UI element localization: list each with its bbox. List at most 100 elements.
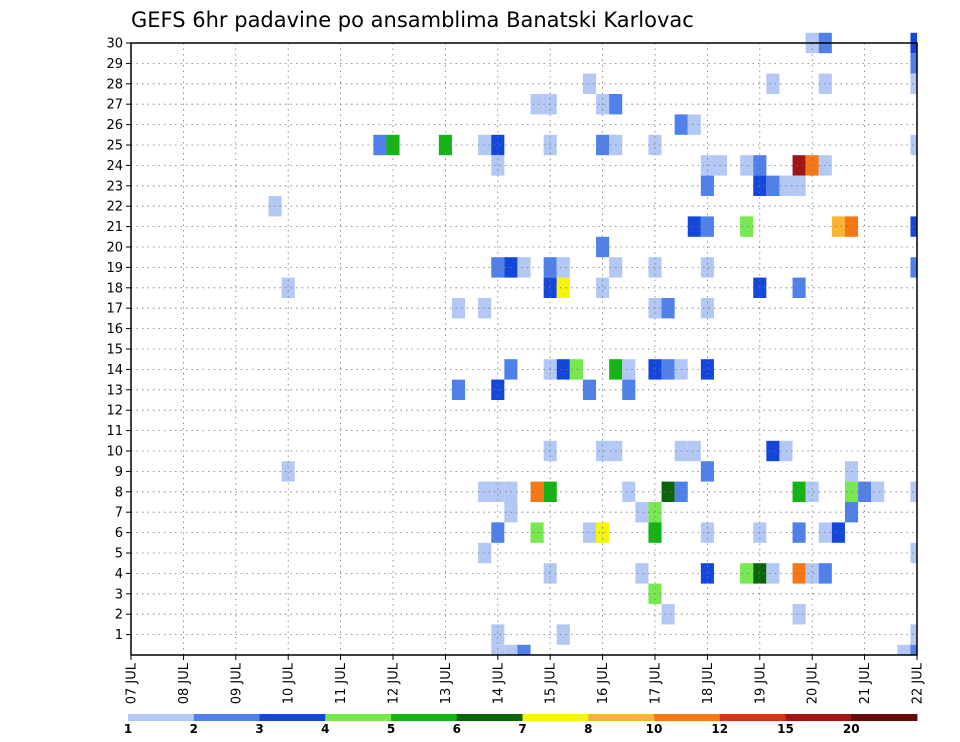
x-tick-label: 15 JUL: [544, 662, 559, 704]
x-tick-label: 13 JUL: [439, 662, 454, 704]
precip-cell: [910, 134, 917, 156]
x-tick-label: 09 JUL: [229, 662, 244, 704]
precip-cell: [386, 134, 400, 156]
y-tick-label: 9: [115, 465, 123, 480]
y-tick-label: 12: [106, 404, 123, 419]
x-tick-label: 11 JUL: [334, 662, 349, 704]
x-tick-label: 08 JUL: [177, 662, 192, 704]
precip-cell: [556, 257, 570, 278]
x-tick-label: 14 JUL: [491, 662, 506, 704]
precip-cell: [582, 522, 597, 543]
y-tick-label: 3: [115, 587, 123, 602]
precip-cell: [491, 134, 505, 156]
precip-cell: [700, 461, 714, 482]
precip-cell: [687, 216, 701, 237]
precip-cell: [740, 563, 754, 584]
precip-cell: [478, 542, 492, 564]
precip-cell: [661, 604, 675, 625]
precip-cell: [281, 461, 295, 482]
y-tick-label: 4: [115, 567, 123, 582]
precip-cell: [504, 644, 518, 655]
precip-cell: [635, 563, 649, 584]
precip-cell: [910, 53, 917, 74]
precip-cell: [491, 257, 505, 278]
precip-cell: [831, 216, 845, 237]
x-tick-label: 10 JUL: [282, 662, 297, 704]
precip-cell: [596, 277, 610, 298]
y-tick-label: 1: [115, 628, 123, 643]
legend-swatch: [851, 714, 918, 721]
precip-cell: [478, 134, 492, 156]
chart-title: GEFS 6hr padavine po ansamblima Banatski…: [131, 8, 694, 32]
precip-cell: [556, 359, 570, 380]
precip-cell: [596, 134, 610, 156]
legend-label: 1: [124, 722, 132, 736]
legend-label: 2: [190, 722, 198, 736]
precip-cell: [622, 379, 636, 400]
precip-cell: [635, 502, 649, 523]
y-tick-label: 30: [106, 37, 123, 52]
x-axis-ticks: 07 JUL 08 JUL 09 JUL 10 JUL 11 JUL 12 JUL 13 J…: [125, 655, 926, 704]
precip-cell: [831, 522, 845, 543]
precip-cell: [491, 481, 505, 502]
precip-cell: [478, 298, 492, 319]
grid-layer: [131, 43, 917, 655]
precip-cell: [569, 359, 583, 380]
y-tick-label: 7: [115, 506, 123, 521]
precip-cell: [740, 216, 754, 237]
precip-cell: [910, 73, 917, 94]
precip-cell: [805, 563, 819, 584]
y-axis-ticks: 1234567891011121314151617181920212223242…: [106, 37, 131, 643]
legend-label: 7: [518, 722, 526, 736]
precip-cell: [700, 563, 714, 584]
precip-cell: [530, 94, 544, 115]
precip-cell: [753, 175, 767, 196]
precip-cell: [792, 563, 806, 584]
precip-cell: [766, 440, 780, 462]
cells-layer: [268, 32, 917, 655]
precip-cell: [700, 216, 714, 237]
legend-label: 6: [453, 722, 461, 736]
y-tick-label: 16: [106, 322, 123, 337]
y-tick-label: 10: [106, 445, 123, 460]
precip-cell: [451, 379, 466, 400]
legend-swatch: [654, 714, 721, 721]
x-tick-label: 17 JUL: [649, 662, 664, 704]
precip-cell: [740, 155, 754, 176]
x-tick-label: 19 JUL: [753, 662, 768, 704]
legend-label: 10: [646, 722, 663, 736]
precip-cell: [910, 216, 917, 237]
y-tick-label: 6: [115, 526, 123, 541]
precip-cell: [556, 277, 570, 298]
precip-cell: [766, 73, 780, 94]
y-tick-label: 20: [106, 241, 123, 256]
legend-swatch: [719, 714, 786, 721]
precip-cell: [897, 644, 911, 655]
precip-cell: [281, 277, 295, 298]
precip-cell: [766, 175, 780, 196]
precip-cell: [805, 481, 819, 502]
precip-cell: [792, 175, 806, 196]
y-tick-label: 14: [106, 363, 123, 378]
y-tick-label: 24: [106, 159, 123, 174]
y-tick-label: 18: [106, 281, 123, 296]
y-tick-label: 2: [115, 608, 123, 623]
precip-cell: [530, 522, 544, 543]
precip-cell: [700, 175, 714, 196]
precip-cell: [753, 563, 767, 584]
precip-cell: [792, 522, 806, 543]
legend-label: 12: [711, 722, 728, 736]
y-tick-label: 21: [106, 220, 123, 235]
legend-label: 3: [255, 722, 263, 736]
precip-cell: [792, 481, 806, 502]
precip-cell: [700, 359, 714, 380]
precip-cell: [661, 359, 675, 380]
precip-cell: [700, 257, 714, 278]
legend-swatch: [259, 714, 326, 721]
precip-cell: [687, 440, 701, 462]
precip-cell: [622, 359, 636, 380]
x-tick-label: 20 JUL: [806, 662, 821, 704]
legend-label: 5: [387, 722, 395, 736]
precip-cell: [792, 277, 806, 298]
